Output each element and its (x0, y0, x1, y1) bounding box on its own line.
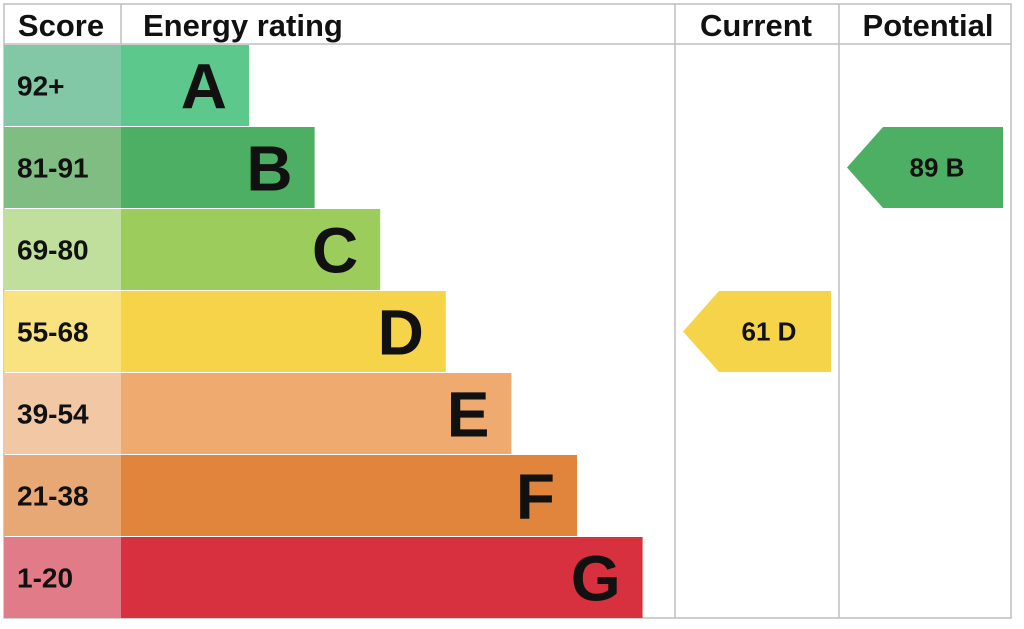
rating-bar-b (121, 127, 315, 208)
score-cell-a (4, 45, 121, 126)
rating-letter-c: C (312, 215, 358, 287)
rating-letter-e: E (447, 379, 490, 451)
rating-letter-d: D (378, 297, 424, 369)
rating-bar-d (121, 291, 446, 372)
energy-rating-header: Energy rating (143, 8, 343, 43)
rating-bar-f (121, 455, 577, 536)
score-range-e: 39-54 (17, 399, 89, 430)
score-range-a: 92+ (17, 71, 65, 102)
score-range-f: 21-38 (17, 481, 89, 512)
score-cell-c (4, 209, 121, 290)
header-row: Score Energy rating Current Potential (18, 8, 994, 43)
potential-header: Potential (863, 8, 994, 43)
potential-rating-arrow (847, 127, 1003, 208)
rating-bar-g (121, 537, 643, 618)
score-cell-g (4, 537, 121, 618)
rating-rows: 92+ A 81-91 B 69-80 C 55-68 D 39-54 E 21-38 F 1-20 G (4, 45, 643, 618)
score-cell-d (4, 291, 121, 372)
rating-bar-c (121, 209, 381, 290)
rating-letter-g: G (571, 543, 621, 615)
rating-markers: 61 D 89 B (683, 127, 1003, 372)
current-header: Current (700, 8, 812, 43)
score-range-c: 69-80 (17, 235, 89, 266)
current-rating-label: 61 D (742, 317, 797, 347)
potential-rating-label: 89 B (910, 153, 965, 183)
rating-letter-b: B (246, 133, 292, 205)
score-range-d: 55-68 (17, 317, 89, 348)
score-cell-e (4, 373, 121, 454)
score-cell-b (4, 127, 121, 208)
score-range-g: 1-20 (17, 563, 73, 594)
score-header: Score (18, 8, 104, 43)
rating-letter-a: A (181, 51, 227, 123)
current-rating-arrow (683, 291, 831, 372)
rating-letter-f: F (516, 461, 555, 533)
rating-bar-a (121, 45, 249, 126)
score-cell-f (4, 455, 121, 536)
score-range-b: 81-91 (17, 153, 89, 184)
rating-bar-e (121, 373, 512, 454)
